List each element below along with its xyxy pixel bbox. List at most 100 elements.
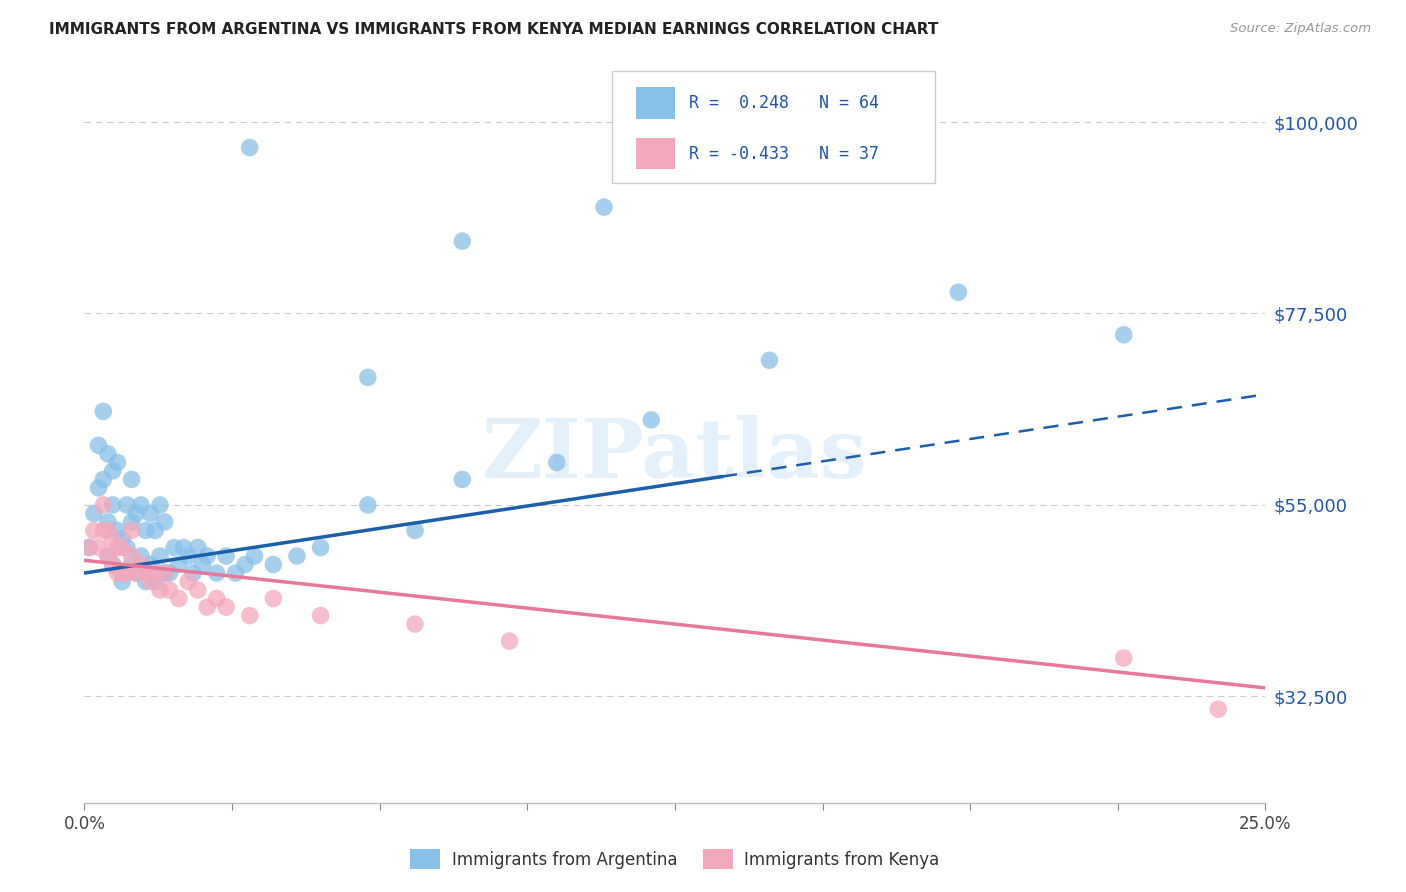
Point: [77, 541, 100, 555]
Point: [167, 558, 190, 572]
Point: [143, 524, 166, 538]
Point: [153, 515, 176, 529]
Point: [111, 566, 134, 580]
Text: Source: ZipAtlas.com: Source: ZipAtlas.com: [1230, 22, 1371, 36]
Point: [640, 413, 662, 427]
Point: [77, 541, 100, 555]
Point: [758, 353, 780, 368]
Point: [309, 608, 332, 623]
Point: [125, 566, 148, 580]
Point: [243, 549, 266, 563]
Point: [125, 566, 148, 580]
Point: [97, 447, 120, 461]
Point: [187, 541, 209, 555]
Point: [101, 558, 124, 572]
Point: [101, 464, 124, 478]
Point: [125, 507, 148, 521]
Point: [1112, 327, 1135, 342]
Point: [87, 438, 110, 452]
Point: [157, 566, 180, 580]
Point: [357, 498, 380, 512]
Point: [87, 541, 110, 555]
Point: [115, 541, 138, 555]
Point: [357, 370, 380, 384]
Point: [91, 404, 114, 418]
Point: [115, 498, 138, 512]
Point: [97, 515, 120, 529]
Point: [139, 574, 162, 589]
Point: [191, 558, 214, 572]
Point: [404, 617, 426, 632]
Point: [177, 549, 200, 563]
Point: [91, 498, 114, 512]
Point: [285, 549, 308, 563]
Text: R = -0.433   N = 37: R = -0.433 N = 37: [689, 145, 879, 163]
Point: [97, 549, 120, 563]
Point: [149, 498, 172, 512]
Point: [111, 532, 134, 546]
Point: [91, 524, 114, 538]
Point: [101, 498, 124, 512]
Point: [121, 524, 143, 538]
Point: [309, 541, 332, 555]
Point: [115, 566, 138, 580]
Text: ZIPatlas: ZIPatlas: [482, 415, 868, 495]
Point: [111, 574, 134, 589]
Point: [187, 582, 209, 597]
Point: [177, 574, 200, 589]
Point: [107, 566, 129, 580]
Point: [129, 549, 152, 563]
Point: [143, 566, 166, 580]
Point: [163, 541, 186, 555]
Point: [107, 541, 129, 555]
Point: [262, 591, 284, 606]
Point: [215, 549, 238, 563]
Point: [404, 524, 426, 538]
Point: [143, 574, 166, 589]
Point: [498, 634, 520, 648]
Point: [107, 455, 129, 469]
Point: [139, 507, 162, 521]
Point: [181, 566, 204, 580]
Text: R =  0.248   N = 64: R = 0.248 N = 64: [689, 94, 879, 112]
Point: [111, 541, 134, 555]
Point: [153, 566, 176, 580]
Point: [87, 481, 110, 495]
Point: [173, 541, 195, 555]
Point: [149, 549, 172, 563]
Point: [1206, 702, 1229, 716]
Point: [135, 574, 157, 589]
Point: [129, 558, 152, 572]
Point: [121, 549, 143, 563]
Point: [948, 285, 970, 300]
Point: [83, 507, 105, 521]
Point: [135, 566, 157, 580]
Point: [239, 608, 262, 623]
Point: [262, 558, 284, 572]
Point: [215, 600, 238, 615]
Point: [121, 472, 143, 486]
Text: IMMIGRANTS FROM ARGENTINA VS IMMIGRANTS FROM KENYA MEDIAN EARNINGS CORRELATION C: IMMIGRANTS FROM ARGENTINA VS IMMIGRANTS …: [49, 22, 939, 37]
Point: [101, 532, 124, 546]
Point: [1112, 651, 1135, 665]
Point: [129, 498, 152, 512]
Point: [546, 455, 568, 469]
Point: [593, 200, 616, 214]
Legend: Immigrants from Argentina, Immigrants from Kenya: Immigrants from Argentina, Immigrants fr…: [404, 842, 946, 876]
Point: [97, 549, 120, 563]
Point: [451, 234, 474, 248]
Point: [157, 582, 180, 597]
Point: [451, 472, 474, 486]
Point: [139, 558, 162, 572]
Point: [149, 582, 172, 597]
Point: [135, 524, 157, 538]
Point: [205, 566, 228, 580]
Point: [97, 524, 120, 538]
Point: [153, 566, 176, 580]
Point: [101, 558, 124, 572]
Point: [107, 524, 129, 538]
Point: [91, 472, 114, 486]
Point: [121, 515, 143, 529]
Point: [225, 566, 247, 580]
Point: [195, 549, 218, 563]
